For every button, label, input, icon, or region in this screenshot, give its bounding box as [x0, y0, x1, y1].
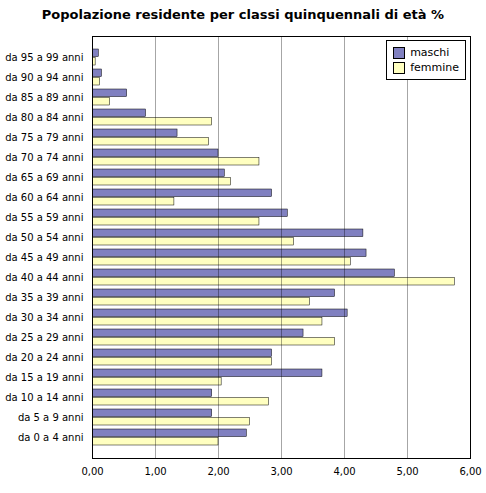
svg-text:da 95 a 99 anni: da 95 a 99 anni — [5, 52, 83, 63]
svg-text:da 60 a 64 anni: da 60 a 64 anni — [5, 192, 83, 203]
svg-text:da 40 a 44 anni: da 40 a 44 anni — [5, 272, 83, 283]
svg-text:da 25 a 29 anni: da 25 a 29 anni — [5, 332, 83, 343]
svg-text:5,00: 5,00 — [396, 466, 418, 477]
svg-text:da 45 a 49 anni: da 45 a 49 anni — [5, 252, 83, 263]
svg-text:da 10 a 14 anni: da 10 a 14 anni — [5, 392, 83, 403]
html-text:maschi: maschi — [410, 46, 450, 59]
svg-text:da 80 a 84 anni: da 80 a 84 anni — [5, 112, 83, 123]
svg-text:da 65 a 69 anni: da 65 a 69 anni — [5, 172, 83, 183]
svg-text:2,00: 2,00 — [207, 466, 229, 477]
svg-text:da 5 a 9 anni: da 5 a 9 anni — [18, 412, 84, 423]
html-text:femmine: femmine — [410, 61, 459, 74]
svg-text:0,00: 0,00 — [81, 466, 103, 477]
svg-text:da 15 a 19 anni: da 15 a 19 anni — [5, 372, 83, 383]
svg-text:4,00: 4,00 — [333, 466, 355, 477]
svg-text:da 0 a 4 anni: da 0 a 4 anni — [18, 432, 84, 443]
svg-text:da 55 a 59 anni: da 55 a 59 anni — [5, 212, 83, 223]
svg-text:da 35 a 39 anni: da 35 a 39 anni — [5, 292, 83, 303]
svg-text:3,00: 3,00 — [270, 466, 292, 477]
svg-text:da 20 a 24 anni: da 20 a 24 anni — [5, 352, 83, 363]
svg-text:6,00: 6,00 — [459, 466, 481, 477]
svg-text:da 30 a 34 anni: da 30 a 34 anni — [5, 312, 83, 323]
svg-text:1,00: 1,00 — [144, 466, 166, 477]
svg-text:da 85 a 89 anni: da 85 a 89 anni — [5, 92, 83, 103]
svg-text:da 90 a 94 anni: da 90 a 94 anni — [5, 72, 83, 83]
svg-text:da 70 a 74 anni: da 70 a 74 anni — [5, 152, 83, 163]
svg-text:da 75 a 79 anni: da 75 a 79 anni — [5, 132, 83, 143]
svg-text:da 50 a 54 anni: da 50 a 54 anni — [5, 232, 83, 243]
html-text:Popolazione residente per clas: Popolazione residente per classi quinque… — [41, 7, 445, 22]
